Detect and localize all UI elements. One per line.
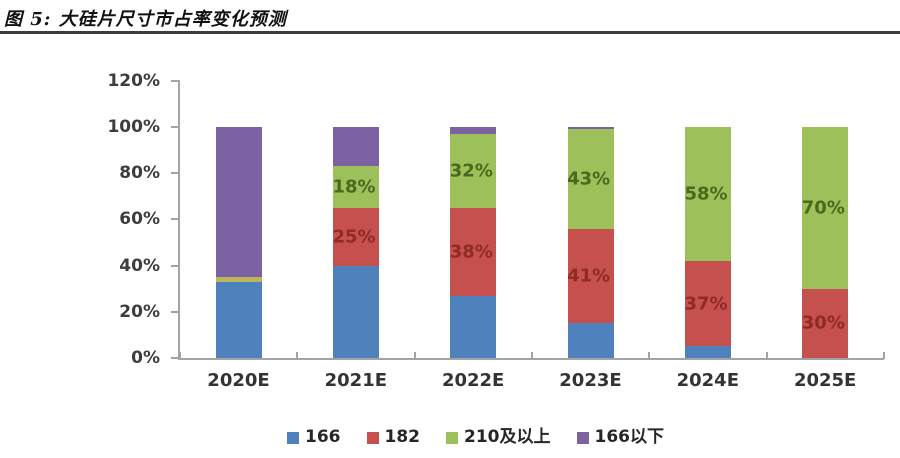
- segment-data-label: 18%: [332, 176, 376, 198]
- bar-segment: [684, 260, 731, 347]
- x-category-label: 2021E: [324, 370, 388, 391]
- segment-data-label: 43%: [567, 168, 611, 190]
- y-tick-label: 60%: [119, 209, 160, 230]
- bar-segment: [332, 127, 379, 167]
- segment-data-label: 41%: [567, 265, 611, 287]
- y-tick-mark: [171, 79, 178, 82]
- x-tick-mark: [648, 352, 651, 359]
- y-tick-label: 80%: [119, 163, 160, 184]
- legend-swatch-icon: [287, 431, 299, 444]
- bar-segment: [450, 295, 497, 358]
- y-tick-mark: [171, 357, 178, 359]
- x-tick-mark: [179, 352, 181, 359]
- x-category-label: 2020E: [207, 370, 270, 391]
- bar-segment: [215, 127, 262, 278]
- x-category-label: 2022E: [441, 370, 505, 391]
- segment-data-label: 25%: [332, 226, 376, 248]
- legend-item: 210及以上: [446, 429, 551, 446]
- legend-label: 182: [384, 427, 421, 447]
- x-axis-line: [178, 358, 884, 360]
- bar-segment: [567, 127, 614, 130]
- x-tick-mark: [296, 352, 299, 359]
- bar-segment: [684, 346, 731, 358]
- figure-title: 图 5: 大硅片尺寸市占率变化预测: [4, 9, 287, 30]
- bar-segment: [215, 277, 262, 282]
- x-tick-mark: [413, 352, 416, 359]
- segment-data-label: 58%: [684, 183, 728, 205]
- y-tick-mark: [171, 126, 178, 128]
- x-tick-mark: [765, 352, 768, 359]
- legend-item: 166: [287, 429, 341, 446]
- legend-item: 182: [366, 427, 421, 447]
- bar-segment: [450, 133, 497, 208]
- title-underline: [0, 31, 900, 34]
- y-tick-label: 40%: [119, 255, 160, 276]
- bar-segment: [802, 127, 849, 289]
- bar-segment: [567, 323, 614, 358]
- bar-segment: [332, 166, 379, 208]
- bar-segment: [450, 207, 497, 296]
- y-tick-mark: [171, 264, 178, 267]
- legend-swatch-icon: [446, 431, 458, 444]
- y-tick-mark: [171, 172, 178, 175]
- y-tick-label: 100%: [107, 117, 160, 137]
- x-tick-mark: [530, 352, 533, 359]
- bar-segment: [802, 288, 849, 358]
- segment-data-label: 37%: [684, 293, 728, 315]
- bar-segment: [215, 281, 262, 358]
- x-category-label: 2025E: [793, 370, 857, 391]
- y-tick-label: 120%: [107, 70, 160, 91]
- chart-legend: 166 182 210及以上 166以下: [287, 429, 664, 446]
- y-tick-mark: [171, 218, 178, 221]
- legend-label: 166以下: [594, 427, 665, 447]
- segment-data-label: 70%: [801, 197, 845, 219]
- bar-segment: [684, 127, 731, 261]
- y-tick-mark: [171, 310, 178, 313]
- legend-label: 210及以上: [464, 427, 551, 447]
- x-category-label: 2024E: [676, 370, 740, 391]
- legend-item: 166以下: [576, 427, 665, 447]
- bar-segment: [332, 207, 379, 266]
- segment-data-label: 38%: [449, 241, 493, 263]
- legend-swatch-icon: [576, 431, 589, 444]
- legend-label: 166: [305, 427, 341, 447]
- bar-segment: [450, 127, 497, 134]
- segment-data-label: 32%: [449, 160, 493, 182]
- legend-swatch-icon: [366, 431, 379, 444]
- x-tick-mark: [882, 352, 885, 359]
- y-axis-line: [178, 80, 180, 360]
- y-tick-label: 0%: [131, 348, 160, 368]
- y-tick-label: 20%: [119, 301, 160, 322]
- segment-data-label: 30%: [801, 312, 845, 334]
- bar-segment: [332, 265, 379, 358]
- x-category-label: 2023E: [559, 370, 622, 391]
- bar-segment: [567, 228, 614, 324]
- bar-segment: [567, 129, 614, 229]
